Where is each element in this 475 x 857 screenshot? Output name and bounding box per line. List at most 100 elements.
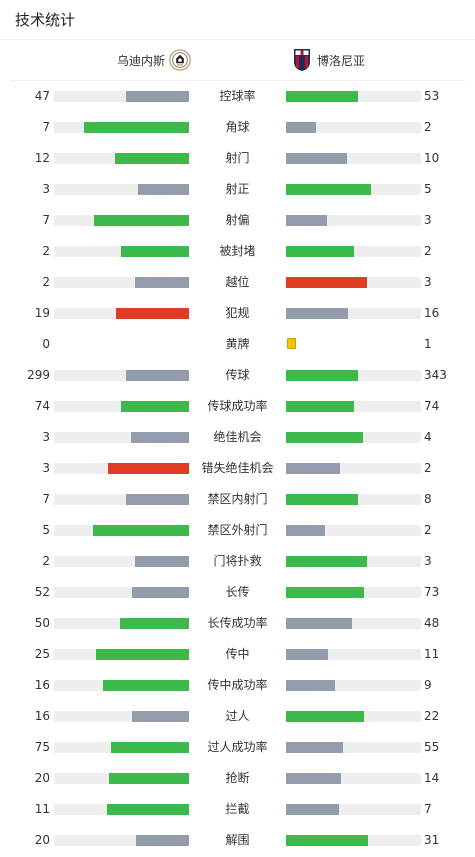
home-value: 50 bbox=[34, 616, 50, 630]
away-bar bbox=[286, 215, 327, 226]
stat-row: 7 2 角球 bbox=[0, 112, 475, 143]
home-bar-track bbox=[54, 742, 189, 753]
stat-row: 11 7 拦截 bbox=[0, 794, 475, 825]
home-bar-track bbox=[54, 804, 189, 815]
away-bar-track bbox=[286, 370, 421, 381]
stat-label: 禁区内射门 bbox=[207, 492, 268, 506]
stat-row: 299 343 传球 bbox=[0, 360, 475, 391]
home-bar bbox=[107, 804, 189, 815]
stat-label: 绝佳机会 bbox=[213, 430, 262, 444]
stat-row: 7 3 射偏 bbox=[0, 205, 475, 236]
away-value: 2 bbox=[424, 120, 432, 134]
away-bar bbox=[286, 680, 335, 691]
home-bar-track bbox=[54, 401, 189, 412]
home-bar bbox=[131, 432, 189, 443]
away-value: 9 bbox=[424, 678, 432, 692]
stat-label: 射偏 bbox=[225, 213, 250, 227]
away-value: 73 bbox=[424, 585, 440, 599]
home-bar bbox=[116, 308, 189, 319]
stat-label: 解围 bbox=[225, 833, 250, 847]
home-bar bbox=[132, 711, 189, 722]
away-bar bbox=[286, 308, 348, 319]
away-bar-track bbox=[286, 556, 421, 567]
home-value: 2 bbox=[42, 554, 50, 568]
home-bar bbox=[126, 494, 189, 505]
stat-label: 过人 bbox=[225, 709, 250, 723]
home-bar-track bbox=[54, 277, 189, 288]
home-bar bbox=[138, 184, 189, 195]
bologna-crest-icon bbox=[293, 48, 311, 72]
away-value: 8 bbox=[424, 492, 432, 506]
home-bar-track bbox=[54, 587, 189, 598]
stat-row: 3 2 错失绝佳机会 bbox=[0, 453, 475, 484]
away-bar bbox=[286, 277, 367, 288]
stat-label: 拦截 bbox=[225, 802, 250, 816]
stat-row: 20 31 解围 bbox=[0, 825, 475, 856]
home-value: 5 bbox=[42, 523, 50, 537]
away-value: 55 bbox=[424, 740, 440, 754]
home-bar bbox=[132, 587, 189, 598]
away-value: 7 bbox=[424, 802, 432, 816]
home-value: 2 bbox=[42, 244, 50, 258]
home-bar-track bbox=[54, 215, 189, 226]
home-value: 11 bbox=[34, 802, 50, 816]
stat-label: 传球成功率 bbox=[207, 399, 268, 413]
stat-row: 20 14 抢断 bbox=[0, 763, 475, 794]
home-value: 16 bbox=[34, 709, 50, 723]
away-bar bbox=[286, 773, 341, 784]
away-value: 10 bbox=[424, 151, 440, 165]
away-bar-track bbox=[286, 587, 421, 598]
stat-row: 2 3 门将扑救 bbox=[0, 546, 475, 577]
home-bar-track bbox=[54, 153, 189, 164]
home-bar bbox=[135, 556, 189, 567]
home-value: 19 bbox=[34, 306, 50, 320]
away-value: 1 bbox=[424, 337, 432, 351]
home-team[interactable]: 乌迪内斯 bbox=[117, 40, 191, 80]
away-value: 22 bbox=[424, 709, 440, 723]
home-bar-track bbox=[54, 618, 189, 629]
page-title: 技术统计 bbox=[15, 11, 76, 29]
away-bar bbox=[286, 618, 352, 629]
home-bar-track bbox=[54, 649, 189, 660]
away-bar-track bbox=[286, 742, 421, 753]
away-team[interactable]: 博洛尼亚 bbox=[293, 40, 365, 80]
stat-row: 25 11 传中 bbox=[0, 639, 475, 670]
stat-label: 越位 bbox=[225, 275, 250, 289]
home-value: 12 bbox=[34, 151, 50, 165]
home-bar bbox=[111, 742, 189, 753]
stat-row: 2 2 被封堵 bbox=[0, 236, 475, 267]
away-bar-track bbox=[286, 308, 421, 319]
away-bar-track bbox=[286, 494, 421, 505]
away-bar bbox=[286, 711, 364, 722]
away-bar-track bbox=[286, 680, 421, 691]
away-bar bbox=[286, 835, 368, 846]
home-value: 47 bbox=[34, 89, 50, 103]
home-value: 7 bbox=[42, 120, 50, 134]
home-bar-track bbox=[54, 308, 189, 319]
home-value: 20 bbox=[34, 771, 50, 785]
home-bar bbox=[84, 122, 189, 133]
home-bar-track bbox=[54, 463, 189, 474]
stat-label: 禁区外射门 bbox=[207, 523, 268, 537]
stat-label: 传中 bbox=[225, 647, 250, 661]
stat-label: 被封堵 bbox=[219, 244, 256, 258]
away-value: 2 bbox=[424, 523, 432, 537]
stat-label: 传中成功率 bbox=[207, 678, 268, 692]
stat-row: 52 73 长传 bbox=[0, 577, 475, 608]
home-bar-track bbox=[54, 184, 189, 195]
away-value: 3 bbox=[424, 213, 432, 227]
away-bar bbox=[286, 742, 343, 753]
away-team-name: 博洛尼亚 bbox=[317, 53, 366, 68]
away-value: 343 bbox=[424, 368, 447, 382]
stat-row: 19 16 犯规 bbox=[0, 298, 475, 329]
away-bar bbox=[286, 122, 316, 133]
away-bar bbox=[286, 401, 354, 412]
away-bar-track bbox=[286, 91, 421, 102]
home-bar-track bbox=[54, 91, 189, 102]
away-bar-track bbox=[286, 649, 421, 660]
stat-label: 抢断 bbox=[225, 771, 250, 785]
stat-label: 门将扑救 bbox=[213, 554, 262, 568]
away-bar-track bbox=[286, 401, 421, 412]
home-bar bbox=[120, 618, 189, 629]
home-bar bbox=[103, 680, 189, 691]
